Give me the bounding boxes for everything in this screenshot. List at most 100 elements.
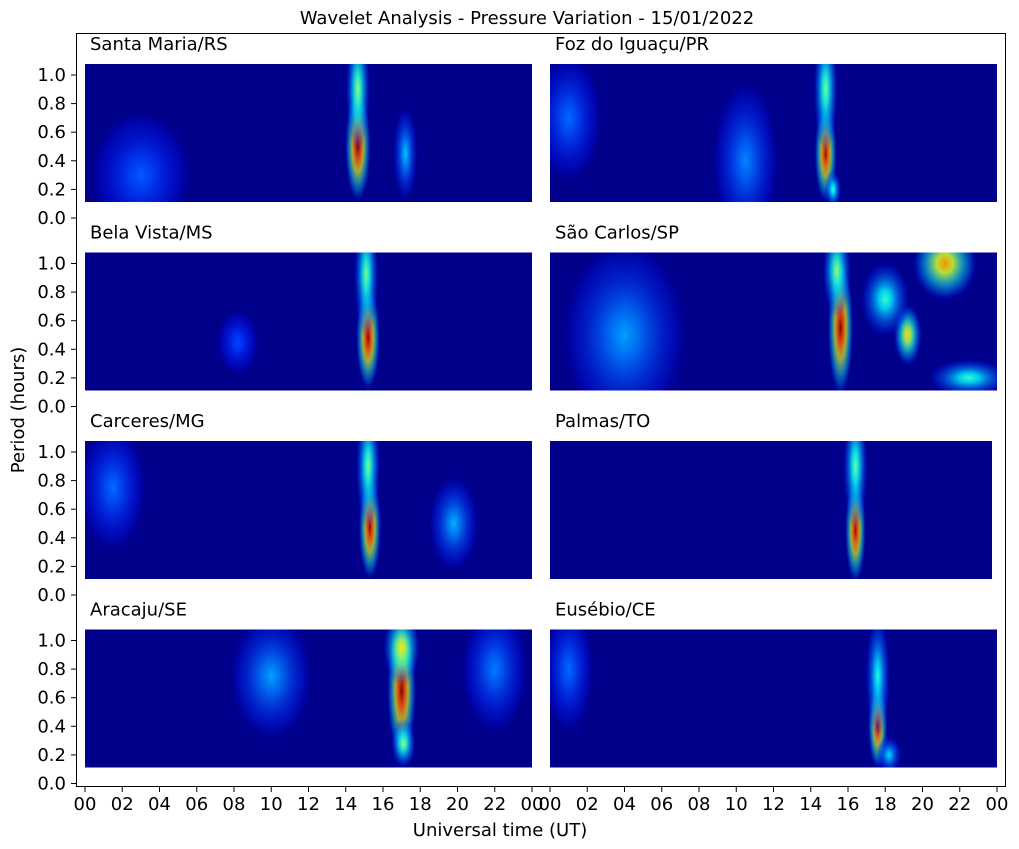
power-hotspot xyxy=(429,476,479,571)
y-tick-label: 0.4 xyxy=(37,716,66,737)
station-label: Carceres/MG xyxy=(90,411,205,432)
power-hotspot xyxy=(550,64,602,181)
x-tick-label: 06 xyxy=(650,794,673,815)
x-tick-label: 14 xyxy=(799,794,822,815)
y-tick-label: 0.8 xyxy=(37,282,66,303)
power-hotspot xyxy=(865,629,891,740)
power-hotspot xyxy=(355,441,381,530)
power-hotspot xyxy=(345,64,371,153)
power-hotspot xyxy=(563,252,686,391)
power-hotspot xyxy=(383,629,421,686)
chart-title: Wavelet Analysis - Pressure Variation - … xyxy=(300,8,754,29)
y-tick-label: 0.0 xyxy=(37,585,66,606)
x-tick-label: 08 xyxy=(688,794,711,815)
y-axis: 0.0 0.2 0.4 0.6 0.8 1.0 0.0 0.2 0.4 0.6 0.8 1.0 0.0 0… xyxy=(37,65,77,795)
y-tick-label: 0.8 xyxy=(37,94,66,115)
y-tick-label: 1.0 xyxy=(37,442,66,463)
station-label: Palmas/TO xyxy=(555,411,650,432)
y-tick-label: 0.4 xyxy=(37,339,66,360)
power-hotspot xyxy=(353,252,379,338)
y-tick-label: 1.0 xyxy=(37,631,66,652)
x-tick-label: 12 xyxy=(762,794,785,815)
x-tick-label: 16 xyxy=(837,794,860,815)
x-tick-label: 20 xyxy=(446,794,469,815)
power-hotspot xyxy=(217,310,259,374)
y-tick-label: 0.6 xyxy=(37,499,66,520)
y-axis-label: Period (hours) xyxy=(8,347,29,474)
x-tick-label: 20 xyxy=(911,794,934,815)
y-tick-label: 0.6 xyxy=(37,311,66,332)
x-tick-label: 04 xyxy=(148,794,171,815)
power-hotspot xyxy=(393,106,418,201)
x-tick-label: 04 xyxy=(613,794,636,815)
x-tick-label: 10 xyxy=(725,794,748,815)
station-label: Foz do Iguaçu/PR xyxy=(555,34,709,55)
power-hotspot xyxy=(813,64,838,153)
wavelet-panel: São Carlos/SP xyxy=(550,223,997,391)
x-tick-label: 18 xyxy=(409,794,432,815)
y-tick-label: 1.0 xyxy=(37,254,66,275)
power-hotspot xyxy=(912,252,978,302)
x-axis-label: Universal time (UT) xyxy=(413,820,587,841)
y-tick-label: 0.8 xyxy=(37,659,66,680)
x-tick-label: 00 xyxy=(74,794,97,815)
y-tick-label: 0.4 xyxy=(37,528,66,549)
y-tick-label: 0.4 xyxy=(37,151,66,172)
power-hotspot xyxy=(843,441,868,530)
x-tick-label: 18 xyxy=(874,794,897,815)
y-tick-label: 0.2 xyxy=(37,179,66,200)
station-label: Eusébio/CE xyxy=(555,600,656,621)
power-hotspot xyxy=(824,170,842,202)
station-label: São Carlos/SP xyxy=(555,223,679,244)
y-tick-label: 0.2 xyxy=(37,745,66,766)
y-tick-label: 0.6 xyxy=(37,122,66,143)
power-hotspot xyxy=(822,252,852,318)
x-tick-label: 00 xyxy=(521,794,544,815)
power-hotspot xyxy=(876,736,902,768)
y-tick-label: 0.0 xyxy=(37,208,66,229)
x-tick-label: 22 xyxy=(483,794,506,815)
station-label: Bela Vista/MS xyxy=(90,223,213,244)
x-tick-label: 16 xyxy=(372,794,395,815)
power-hotspot xyxy=(85,441,146,551)
y-tick-label: 0.6 xyxy=(37,688,66,709)
y-tick-label: 0.8 xyxy=(37,471,66,492)
wavelet-panel: Aracaju/SE xyxy=(85,600,532,768)
power-hotspot xyxy=(928,359,997,391)
wavelet-panels: Santa Maria/RS Foz do Iguaçu/PR Bela Vista… xyxy=(85,34,997,768)
x-tick-label: 10 xyxy=(260,794,283,815)
x-tick-label: 14 xyxy=(334,794,357,815)
power-hotspot xyxy=(91,112,191,202)
panel-background xyxy=(550,629,997,768)
wavelet-panel: Palmas/TO xyxy=(550,411,992,579)
wavelet-panel: Eusébio/CE xyxy=(550,600,997,768)
power-hotspot xyxy=(550,629,594,733)
x-tick-label: 08 xyxy=(223,794,246,815)
y-tick-label: 0.0 xyxy=(37,774,66,795)
wavelet-panel: Santa Maria/RS xyxy=(85,34,532,202)
y-tick-label: 1.0 xyxy=(37,65,66,86)
x-tick-label: 02 xyxy=(576,794,599,815)
x-tick-label: 00 xyxy=(539,794,562,815)
wavelet-panel: Carceres/MG xyxy=(85,411,532,579)
wavelet-panel: Bela Vista/MS xyxy=(85,223,532,391)
x-tick-label: 02 xyxy=(111,794,134,815)
x-tick-label: 22 xyxy=(948,794,971,815)
y-tick-label: 0.2 xyxy=(37,368,66,389)
panel-background xyxy=(85,252,532,391)
figure-frame xyxy=(76,33,1006,787)
power-hotspot xyxy=(712,82,779,202)
power-hotspot xyxy=(230,629,313,740)
y-tick-label: 0.0 xyxy=(37,397,66,418)
power-hotspot xyxy=(461,629,528,733)
panel-background xyxy=(550,441,992,579)
station-label: Santa Maria/RS xyxy=(90,34,228,55)
wavelet-panel: Foz do Iguaçu/PR xyxy=(550,34,997,202)
x-tick-label: 00 xyxy=(986,794,1009,815)
power-hotspot xyxy=(860,261,910,338)
y-tick-label: 0.2 xyxy=(37,556,66,577)
x-tick-label: 06 xyxy=(185,794,208,815)
station-label: Aracaju/SE xyxy=(90,600,187,621)
